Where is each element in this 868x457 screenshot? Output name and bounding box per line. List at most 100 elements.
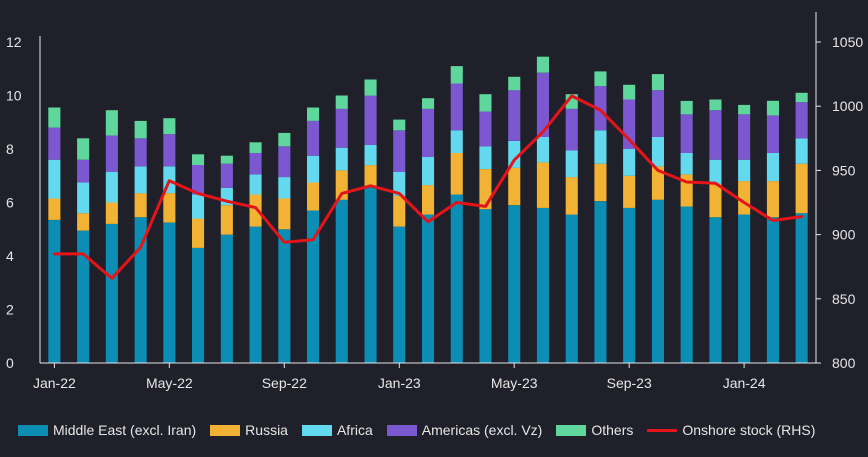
bar-segment-4-1 (77, 138, 90, 160)
bar-segment-4-12 (393, 119, 406, 131)
bar-segment-3-17 (536, 72, 549, 137)
bar-segment-2-25 (766, 153, 779, 182)
bar-segment-3-19 (594, 86, 607, 131)
bar-segment-3-16 (508, 90, 521, 141)
bar-segment-3-0 (48, 127, 61, 160)
bar-segment-0-2 (105, 223, 118, 363)
bar-segment-0-11 (364, 186, 377, 363)
bar-segment-2-13 (422, 157, 435, 186)
bar-segment-1-1 (77, 213, 90, 231)
bar-segment-2-16 (508, 141, 521, 168)
bar-segment-0-12 (393, 226, 406, 363)
legend-item-middle-east: Middle East (excl. Iran) (18, 422, 196, 438)
legend: Middle East (excl. Iran) Russia Africa A… (18, 420, 829, 440)
bar-segment-0-25 (766, 217, 779, 363)
x-tick-label: May-22 (146, 375, 193, 391)
bar-segment-0-8 (278, 229, 291, 364)
legend-item-russia: Russia (210, 422, 288, 438)
bar-segment-2-1 (77, 182, 90, 214)
bar-segment-1-13 (422, 185, 435, 215)
bar-segment-2-10 (335, 147, 348, 171)
bar-segment-4-4 (163, 118, 176, 135)
y-right-tick-label: 1000 (832, 98, 863, 114)
bar-segment-0-0 (48, 219, 61, 363)
legend-label: Russia (245, 422, 288, 438)
bar-segment-4-21 (651, 74, 664, 91)
bar-segment-1-9 (307, 182, 320, 211)
y-right-tick-label: 800 (832, 355, 856, 371)
bar-segment-0-21 (651, 199, 664, 363)
bar-segment-4-9 (307, 107, 320, 121)
bar-segment-0-23 (709, 217, 722, 363)
bar-segment-1-18 (565, 177, 578, 215)
bar-segment-3-4 (163, 134, 176, 167)
bar-segment-0-19 (594, 201, 607, 363)
bar-segment-3-21 (651, 90, 664, 137)
bar-segment-3-23 (709, 110, 722, 160)
y-right-tick-label: 900 (832, 227, 856, 243)
bar-segment-0-13 (422, 214, 435, 363)
x-tick-label: Sep-23 (607, 375, 652, 391)
legend-swatch (18, 424, 48, 436)
bar-segment-1-8 (278, 198, 291, 230)
bar-segment-3-9 (307, 120, 320, 156)
legend-item-onshore-stock: Onshore stock (RHS) (647, 422, 815, 438)
bar-segment-0-7 (249, 226, 262, 363)
bar-segment-0-20 (623, 207, 636, 363)
bar-segment-2-17 (536, 137, 549, 163)
legend-line-swatch (647, 428, 678, 432)
legend-swatch (386, 424, 417, 436)
bar-segment-1-24 (738, 181, 751, 215)
bar-segment-3-6 (220, 163, 233, 188)
bar-segment-0-3 (134, 217, 147, 363)
bar-segment-1-12 (393, 195, 406, 227)
x-tick-label: Jan-22 (33, 375, 76, 391)
x-tick-label: Jan-23 (378, 375, 421, 391)
onshore-stock-line (52, 94, 804, 280)
bar-segment-0-1 (77, 230, 90, 363)
bar-segment-0-10 (335, 199, 348, 363)
x-tick-label: Sep-22 (262, 375, 307, 391)
bar-segment-0-15 (479, 209, 492, 363)
legend-label: Americas (excl. Vz) (421, 422, 543, 438)
legend-label: Onshore stock (RHS) (682, 422, 816, 438)
x-tick-label: May-23 (491, 375, 538, 391)
bar-segment-4-10 (335, 95, 348, 109)
bar-segment-1-7 (249, 194, 262, 227)
bar-segment-1-6 (220, 205, 233, 235)
y-left-tick-label: 6 (6, 195, 14, 211)
bar-segment-0-18 (565, 214, 578, 363)
bar-segment-1-25 (766, 181, 779, 218)
y-left-tick-label: 8 (6, 141, 14, 157)
bar-segment-4-14 (450, 66, 463, 84)
bar-segment-2-21 (651, 137, 664, 167)
legend-label: Middle East (excl. Iran) (53, 422, 197, 438)
bar-segment-3-7 (249, 153, 262, 175)
bar-segment-0-22 (680, 206, 693, 363)
bar-segment-3-24 (738, 114, 751, 160)
bar-segment-2-23 (709, 159, 722, 184)
bar-segment-0-4 (163, 222, 176, 363)
y-right-tick-label: 1050 (832, 34, 863, 50)
bar-segment-2-2 (105, 171, 118, 203)
bar-segment-3-1 (77, 159, 90, 183)
bar-segment-0-16 (508, 205, 521, 363)
y-left-tick-label: 2 (6, 302, 14, 318)
bar-segment-3-3 (134, 138, 147, 167)
bar-segment-0-26 (795, 213, 808, 363)
x-tick-label: Jan-24 (723, 375, 766, 391)
bar-segment-4-15 (479, 94, 492, 112)
y-right-tick-label: 850 (832, 291, 856, 307)
legend-item-africa: Africa (301, 422, 373, 438)
bar-segment-2-3 (134, 166, 147, 194)
bar-segment-2-11 (364, 145, 377, 166)
y-right-tick-label: 950 (832, 162, 856, 178)
bar-segment-4-17 (536, 56, 549, 73)
bar-segment-4-11 (364, 79, 377, 96)
bar-segment-4-24 (738, 104, 751, 115)
legend-item-americas: Americas (excl. Vz) (386, 422, 543, 438)
bar-segment-0-9 (307, 210, 320, 363)
bar-segment-1-23 (709, 183, 722, 218)
bar-segment-3-14 (450, 83, 463, 131)
